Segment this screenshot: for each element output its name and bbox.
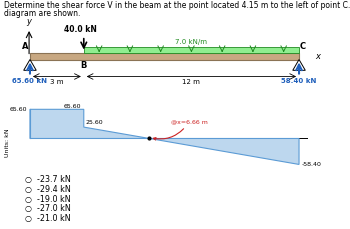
Text: @x=6.66 m: @x=6.66 m [153, 119, 208, 140]
Text: diagram are shown.: diagram are shown. [4, 9, 80, 18]
Polygon shape [24, 60, 36, 70]
Text: 12 m: 12 m [182, 79, 200, 85]
Text: 58.40 kN: 58.40 kN [281, 78, 317, 84]
Bar [30, 53, 299, 60]
Polygon shape [149, 139, 299, 164]
Text: x: x [315, 52, 320, 61]
Text: ○  -27.0 kN: ○ -27.0 kN [25, 204, 70, 213]
Bar [84, 47, 299, 53]
Text: Units: kN: Units: kN [5, 129, 10, 158]
Text: ○  -19.0 kN: ○ -19.0 kN [25, 194, 70, 204]
Text: ○  -21.0 kN: ○ -21.0 kN [25, 214, 70, 223]
Text: ○  -29.4 kN: ○ -29.4 kN [25, 185, 70, 194]
Text: Determine the shear force V in the beam at the point located 4.15 m to the left : Determine the shear force V in the beam … [4, 1, 350, 10]
Text: 25.60: 25.60 [85, 120, 103, 125]
Text: -58.40: -58.40 [302, 162, 322, 167]
Text: B: B [80, 61, 87, 70]
Text: C: C [300, 42, 306, 51]
Text: 65.60 kN: 65.60 kN [13, 78, 48, 84]
Text: A: A [22, 42, 28, 51]
Text: 40.0 kN: 40.0 kN [64, 25, 97, 34]
Polygon shape [30, 109, 149, 139]
Text: ○  -23.7 kN: ○ -23.7 kN [25, 175, 70, 184]
Polygon shape [293, 60, 305, 70]
Text: y: y [27, 17, 31, 26]
Text: 65.60: 65.60 [64, 104, 81, 109]
Text: 3 m: 3 m [50, 79, 64, 85]
Text: 7.0 kN/m: 7.0 kN/m [175, 39, 208, 45]
Text: 65.60: 65.60 [10, 107, 27, 112]
